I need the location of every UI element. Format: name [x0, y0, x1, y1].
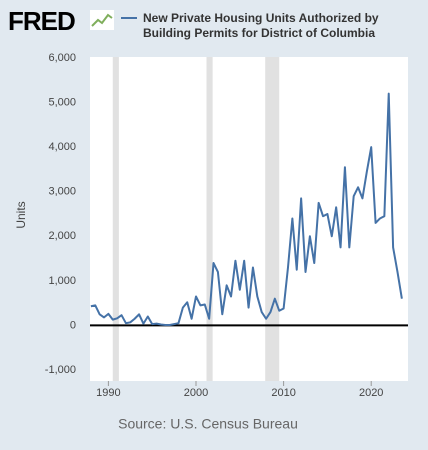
- logo-icon-bg: [90, 10, 114, 30]
- plot-area: [90, 57, 408, 381]
- logo-icon: [90, 10, 114, 30]
- x-tick-label: 1990: [96, 387, 120, 399]
- source: Source: U.S. Census Bureau: [118, 416, 298, 432]
- y-axis-label: Units: [14, 201, 28, 228]
- x-tick-label: 2020: [359, 387, 383, 399]
- recession-band: [206, 57, 213, 381]
- y-tick-label: 2,000: [48, 230, 76, 242]
- logo-icon-line: [91, 13, 113, 27]
- y-tick-label: -1,000: [45, 364, 76, 376]
- y-tick-label: 0: [70, 319, 76, 331]
- logo: FRED: [8, 6, 76, 36]
- y-tick-label: 3,000: [48, 186, 76, 198]
- series-line: [90, 92, 403, 326]
- y-tick-label: 5,000: [48, 96, 76, 108]
- y-tick-label: 1,000: [48, 275, 76, 287]
- recession-band: [112, 57, 119, 381]
- x-tick-label: 2000: [184, 387, 208, 399]
- legend-key: [121, 17, 137, 19]
- x-tick-label: 2010: [271, 387, 295, 399]
- y-tick-label: 4,000: [48, 141, 76, 153]
- recession-band: [265, 57, 280, 381]
- y-tick-label: 6,000: [48, 52, 76, 64]
- legend-label: New Private Housing Units Authorized by …: [143, 11, 379, 40]
